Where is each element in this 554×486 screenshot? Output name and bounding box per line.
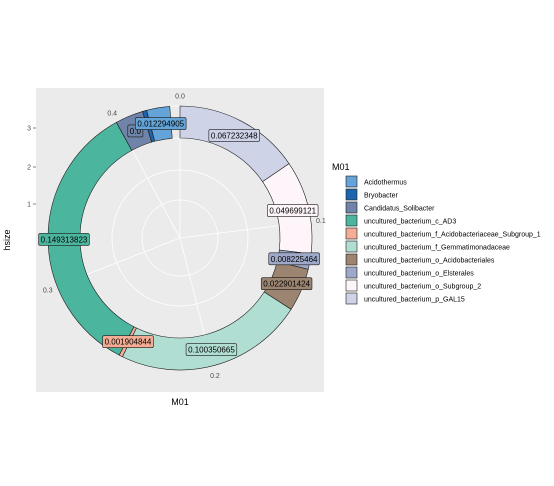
data-label-box bbox=[38, 233, 90, 246]
legend-swatch bbox=[345, 201, 358, 214]
angle-tick-label: 0.4 bbox=[107, 111, 117, 118]
legend-label: uncultured_bacterium_o_Subgroup_2 bbox=[364, 284, 481, 291]
data-label: 0.100350665 bbox=[185, 343, 238, 356]
legend-swatch bbox=[345, 214, 358, 227]
legend-swatch bbox=[345, 266, 358, 279]
data-label-text: 0.022901424 bbox=[263, 280, 310, 289]
data-label-text: 0.001904844 bbox=[105, 338, 152, 347]
angle-tick-label: 0.3 bbox=[43, 287, 53, 294]
data-label: 0.067232348 bbox=[208, 129, 260, 142]
y-tick-label: 1 bbox=[27, 202, 31, 209]
data-label-text: 0.149313823 bbox=[41, 235, 88, 244]
data-label-box bbox=[102, 335, 154, 348]
data-labels: 0.067232348 0.049699121 0.008225464 0.02290… bbox=[38, 117, 320, 356]
legend-swatch bbox=[345, 240, 358, 253]
legend-swatch bbox=[345, 175, 358, 188]
data-label: 0.149313823 bbox=[38, 233, 90, 246]
legend-label: uncultured_bacterium_p_GAL15 bbox=[364, 297, 465, 304]
data-label-text: 0.067232348 bbox=[211, 131, 258, 140]
legend-label: Candidatus_Solibacter bbox=[364, 206, 435, 213]
data-label-box bbox=[268, 252, 320, 266]
legend-label: Acidothermus bbox=[364, 180, 407, 187]
data-label: 0.049699121 bbox=[267, 204, 319, 217]
angle-tick-labels: 0.0 0.1 0.2 0.3 0.4 bbox=[43, 94, 326, 381]
y-tick-label: 2 bbox=[27, 165, 31, 172]
data-label-text: 0.100350665 bbox=[188, 346, 235, 355]
legend: M01 Acidothermus Bryobacter Candidatus_Sol… bbox=[332, 162, 541, 305]
angle-tick-label: 0.0 bbox=[175, 94, 185, 101]
y-tick-label: 3 bbox=[27, 126, 31, 133]
legend-label: uncultured_bacterium_c_AD3 bbox=[364, 219, 456, 226]
data-label: 0.022901424 bbox=[260, 277, 313, 291]
legend-label: uncultured_bacterium_f_Acidobacteriaceae… bbox=[364, 232, 541, 239]
y-axis-title: hsize bbox=[2, 229, 12, 250]
legend-swatch bbox=[345, 253, 358, 266]
data-label-text: 0.0 bbox=[130, 127, 142, 136]
angle-tick-label: 0.2 bbox=[210, 373, 220, 380]
data-label-box bbox=[260, 277, 313, 291]
data-label-box bbox=[208, 129, 260, 142]
legend-swatch bbox=[345, 292, 358, 305]
legend-title: M01 bbox=[332, 162, 350, 172]
data-label: 0.001904844 bbox=[102, 335, 154, 348]
legend-swatch bbox=[345, 188, 358, 201]
legend-label: uncultured_bacterium_o_Acidobacteriales bbox=[364, 258, 495, 265]
legend-swatch bbox=[345, 279, 358, 292]
x-axis-title: M01 bbox=[171, 397, 189, 407]
data-label-text: 0.008225464 bbox=[271, 255, 318, 264]
data-label-text: 0.049699121 bbox=[269, 207, 316, 216]
legend-swatch bbox=[345, 227, 358, 240]
data-label-text: 0.012294905 bbox=[137, 120, 184, 129]
legend-label: uncultured_bacterium_o_Elsterales bbox=[364, 271, 474, 278]
data-label-box bbox=[185, 343, 238, 356]
data-label: 0.008225464 bbox=[268, 252, 320, 266]
legend-label: uncultured_bacterium_f_Gemmatimonadaceae bbox=[364, 245, 510, 252]
angle-tick-label: 0.1 bbox=[316, 218, 326, 225]
y-axis-ticks: 3 2 1 bbox=[27, 126, 36, 209]
legend-label: Bryobacter bbox=[364, 193, 399, 200]
data-label: 0.012294905 bbox=[135, 117, 187, 130]
data-label-box bbox=[135, 117, 187, 130]
data-label-box bbox=[267, 204, 319, 217]
